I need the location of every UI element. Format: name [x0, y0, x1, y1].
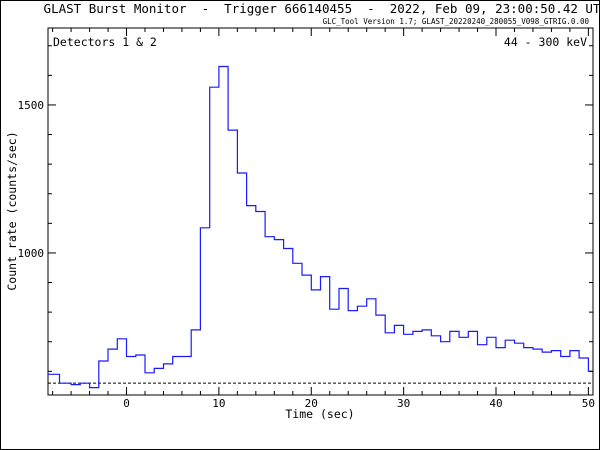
x-tick-label: 30	[397, 397, 410, 410]
y-axis-ticks: 1000 1500	[18, 45, 593, 372]
x-axis-label: Time (sec)	[285, 407, 354, 421]
x-tick-label: 40	[489, 397, 502, 410]
x-tick-label: 50	[582, 397, 595, 410]
count-rate-curve	[48, 65, 593, 389]
y-tick-label: 1500	[18, 99, 45, 112]
detectors-label: Detectors 1 & 2	[53, 35, 157, 49]
x-tick-label: 0	[123, 397, 130, 410]
chart-title: GLAST Burst Monitor - Trigger 666140455 …	[44, 1, 600, 16]
x-tick-label: 20	[305, 397, 318, 410]
x-tick-label: 10	[212, 397, 225, 410]
x-axis-ticks: 0 10 20 30 40 50	[52, 28, 595, 410]
chart-subtitle: GLC_Tool Version 1.7; GLAST_20220240_280…	[323, 17, 590, 26]
y-tick-label: 1000	[18, 247, 45, 260]
plot-area	[47, 27, 594, 396]
y-axis-label: Count rate (counts/sec)	[5, 131, 19, 290]
energy-range-label: 44 - 300 keV	[504, 35, 587, 49]
